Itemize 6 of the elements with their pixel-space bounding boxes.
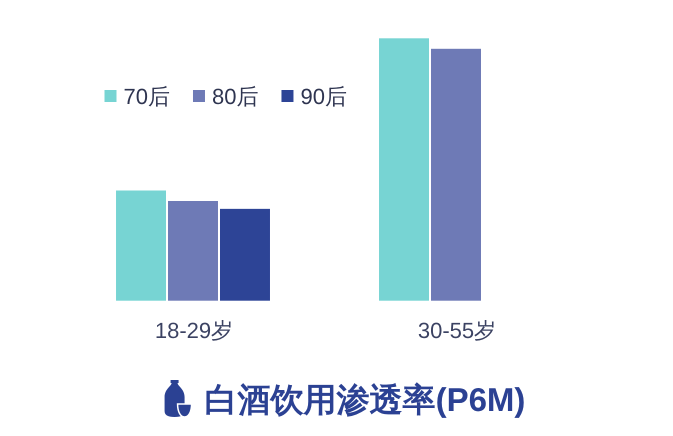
legend-label: 70后 bbox=[124, 84, 170, 109]
legend-label: 80后 bbox=[212, 84, 258, 109]
x-tick-label: 30-55岁 bbox=[418, 318, 496, 343]
legend-label: 90后 bbox=[300, 84, 347, 109]
text: 白酒饮用渗透率(P6M) bbox=[204, 381, 526, 418]
x-tick-label: 18-29岁 bbox=[154, 318, 234, 343]
